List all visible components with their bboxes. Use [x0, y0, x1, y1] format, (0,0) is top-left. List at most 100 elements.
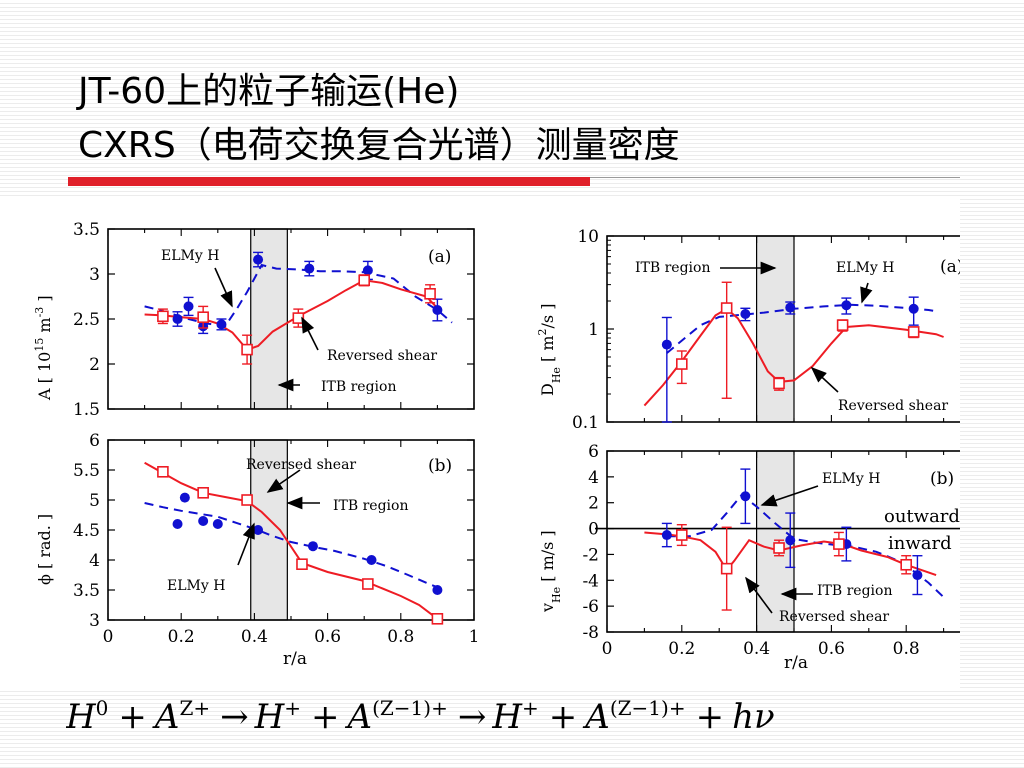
chart-right-b-xtick-label: 0.6 [818, 639, 845, 659]
chart-right-a-series-red-point [720, 302, 733, 314]
chart-left-b-series-red-point [362, 578, 374, 590]
chart-left-a-ytick-label: 1.5 [73, 400, 100, 420]
chart-left-a-series-blue-line [144, 263, 453, 328]
annotation-arrow [860, 282, 873, 304]
figure-svg: 1.5 2 2.5 3 3.5 (a) ELMy H Reversed shear IT… [33, 220, 986, 673]
chart-left-b-series-red-point [241, 494, 253, 506]
chart-right-a-ytick-label: 0.1 [572, 413, 599, 433]
chart-right-b-annotation-rs: Reversed shear [779, 609, 889, 625]
chart-left-b-series-blue-point [172, 519, 183, 529]
chart-right-b-xtick-label: 0.8 [893, 639, 920, 659]
chart-left-b-series-blue-point [198, 516, 209, 526]
chart-right-b-series-red-point [833, 538, 845, 550]
chart-right-b-series-blue-point [661, 530, 672, 541]
chart-right-b-series-red-line [644, 531, 937, 577]
slide-title-line-1: JT-60上的粒子输运(He) [78, 71, 460, 112]
annotation-arrow [810, 366, 839, 393]
chart-right-b-ytick-label: 6 [588, 442, 599, 462]
chart-left-a-series-blue-point [362, 265, 373, 276]
chart-left-a-ytick-label: 2.5 [73, 310, 100, 330]
chart-right-b-xtick-label: 0.2 [668, 639, 695, 659]
chart-right-a-series-red-line [643, 307, 944, 407]
chart-left-b-xtick-label: 0.2 [168, 627, 195, 647]
chart-left-a-series-red-point [424, 287, 436, 300]
chart-left-a-panel-label: (a) [428, 247, 451, 267]
equation-text: H0 + AZ+ → H+ + A(Z−1)+ → H+ + A(Z−1)+ + hν [66, 696, 775, 737]
chart-right-b-xlabel: r/a [784, 653, 808, 673]
chart-right-b-series-blue-point [740, 491, 751, 502]
chart-right-a-series-red-point [836, 319, 849, 331]
chart-right-a-itb-band [755, 235, 795, 423]
chart-left-b-series-blue-point [366, 555, 377, 565]
chart-right-a-series-blue-point [785, 302, 796, 313]
title-rule-grey [590, 177, 960, 178]
chart-left-a-series-red-point [241, 343, 253, 356]
title-rule-red [68, 177, 590, 186]
chart-right-b-series-red-point [675, 529, 688, 541]
chart-left-b-series-red-point [197, 486, 209, 499]
chart-right-a-annotation-itb: ITB region [635, 260, 710, 276]
chart-left-a-annotation-itb: ITB region [321, 379, 396, 395]
annotation-arrow [760, 485, 819, 507]
chart-left-b-plot-layer: 3 3.5 4 4.5 5 5.5 6 0 0.2 0.4 0.6 0.8 1 [73, 431, 479, 647]
chart-left-b-ytick-label: 5.5 [73, 461, 100, 481]
chart-left-b-ytick-label: 4.5 [73, 521, 100, 541]
chart-left-b-xlabel: r/a [283, 649, 307, 669]
chart-left-b-ytick-label: 6 [89, 431, 100, 451]
chart-left-a-series-red-point [157, 310, 169, 323]
chart-left-a-ytick-label: 3 [89, 265, 100, 285]
chart-left-a-series-blue-point [216, 319, 227, 330]
chart-right-b-series-blue-point [912, 570, 923, 581]
chart-right-b-ytick-label: 2 [588, 494, 599, 514]
chart-right-b-annotation-itb: ITB region [817, 583, 892, 599]
chart-right-a-series-red-point [675, 358, 688, 370]
chart-left-b-series-red-point [157, 465, 169, 478]
chart-left-b-xtick-label: 0 [103, 627, 114, 647]
chart-right-b-annotation-outward: outward [884, 506, 960, 527]
chart-right-a-series-blue-point [740, 308, 751, 319]
annotation-arrow [745, 576, 773, 614]
chart-left-a-series-blue-point [304, 263, 315, 274]
chart-left-b-ytick-label: 4 [89, 551, 100, 571]
chart-right-b-annotation-elmy: ELMy H [822, 471, 880, 487]
chart-right-b-ytick-label: -4 [582, 571, 599, 591]
chart-right-a-series-blue-point [841, 300, 852, 311]
chart-right-b-series-blue-point [785, 535, 796, 546]
chart-left-a-annotation-rs: Reversed shear [327, 348, 437, 364]
chart-right-a-ylabel: DHe [ m2/s ] [536, 304, 563, 396]
chart-left-a-series-blue-point [172, 314, 183, 324]
chart-left-b-ytick-label: 3.5 [73, 581, 100, 601]
chart-right-b-xtick-label: 0 [602, 639, 613, 659]
chart-left-b-ylabel: ϕ [ rad. ] [35, 514, 54, 585]
chart-right-a-series-blue-point [908, 303, 919, 314]
chart-right-b-annotation-inward: inward [888, 533, 952, 554]
chart-right-b-ytick-label: -8 [582, 623, 599, 643]
chart-left-b-series-red-line [144, 461, 439, 620]
chart-left-a-ytick-label: 3.5 [73, 220, 100, 240]
chart-left-b-panel-label: (b) [428, 456, 452, 476]
chart-left-b-xtick-label: 0.6 [314, 627, 341, 647]
chart-left-b-series-red-point [296, 558, 308, 571]
annotation-arrow [266, 469, 301, 493]
chart-right-a-panel-label: (a) [940, 257, 960, 277]
chart-right-a-annotation-rs: Reversed shear [838, 398, 948, 414]
chart-right-a: 0.1 1 10 (a) ITB region ELMy H Reversed sh… [536, 227, 982, 433]
chart-left-b-ytick-label: 5 [89, 491, 100, 511]
chart-left-a-annotation-elmy: ELMy H [161, 248, 219, 264]
chart-left-a-ytick-label: 2 [89, 355, 100, 375]
chart-left-a-series-blue-point [183, 301, 194, 312]
chart-left-b-series-blue-line [144, 502, 442, 590]
chart-right-b-ytick-label: -2 [582, 545, 599, 565]
chart-left-b-series-blue-point [432, 585, 443, 595]
chart-left-b-annotation-elmy: ELMy H [167, 578, 225, 594]
chart-right-b-xtick-label: 0.4 [743, 639, 770, 659]
chart-left-b-series-blue-point [179, 492, 190, 503]
annotation-arrow [214, 267, 233, 308]
chart-right-a-ytick-label: 10 [577, 227, 599, 247]
chart-right-b-ylabel: vHe [ m/s ] [538, 530, 563, 613]
chart-left-a-series-red-line [144, 279, 439, 351]
chart-right-a-ytick-label: 1 [588, 320, 599, 340]
chart-right-b-series-red-point [900, 558, 913, 571]
chart-left-b-series-blue-point [212, 519, 223, 529]
